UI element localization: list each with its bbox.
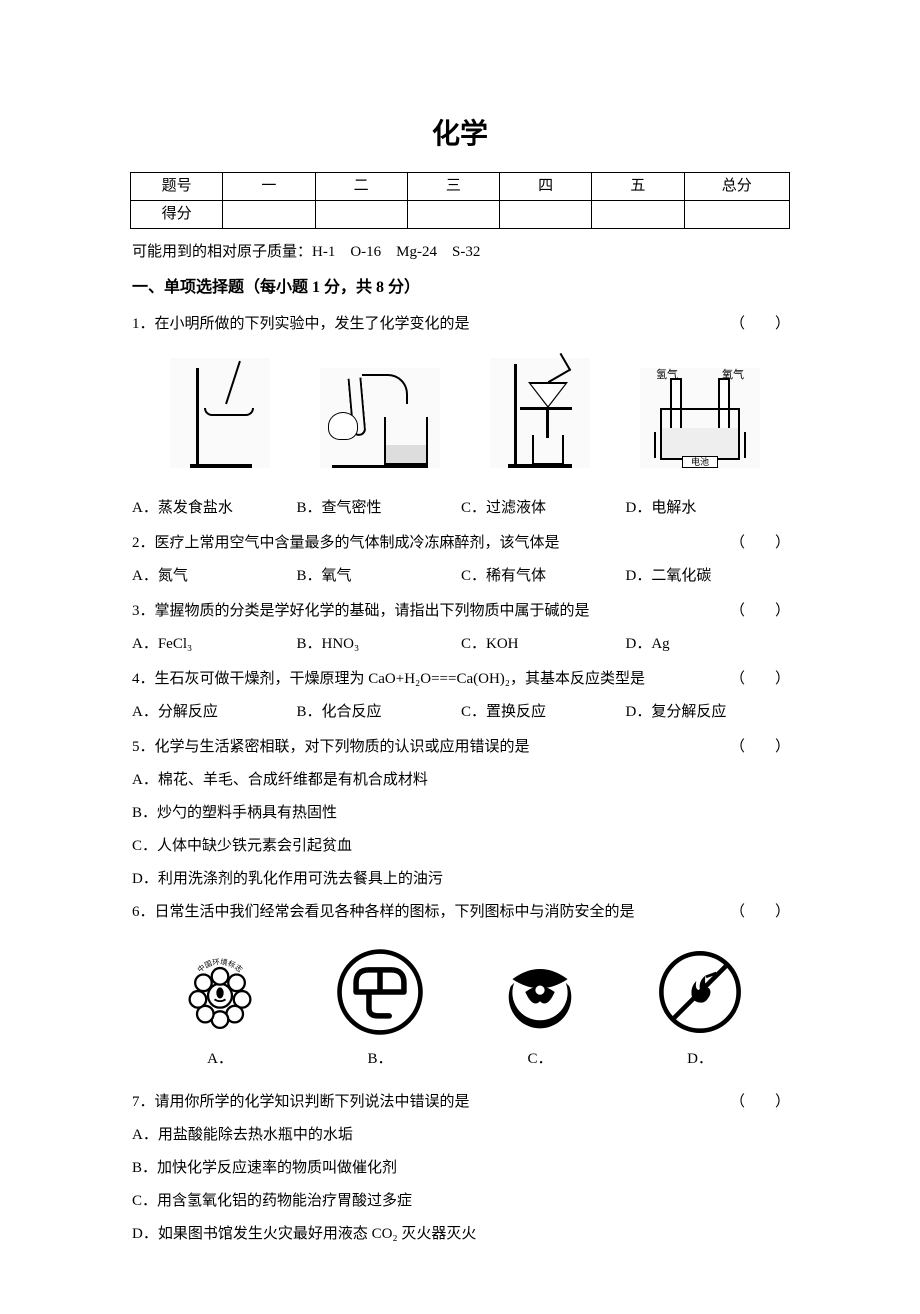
cell-blank	[223, 201, 315, 229]
environment-logo-icon: 中国环境标志	[174, 946, 266, 1038]
answer-blank: （ ）	[730, 311, 790, 338]
figure-c	[460, 358, 620, 479]
answer-blank: （ ）	[730, 598, 790, 625]
q7-statement-c: C．用含氢氧化铝的药物能治疗胃酸过多症	[130, 1188, 790, 1215]
option-c: C．KOH	[461, 631, 626, 658]
q6-figure-row: 中国环境标志 A．	[130, 946, 790, 1073]
q5-statement-c: C．人体中缺少铁元素会引起贫血	[130, 833, 790, 860]
logo-option-b: B．	[300, 946, 460, 1073]
option-a: A．分解反应	[132, 699, 297, 726]
q1-options: A．蒸发食盐水 B．查气密性 C．过滤液体 D．电解水	[130, 495, 790, 522]
q3-options: A．FeCl₃ B．HNO₃ C．KOH D．Ag	[130, 631, 790, 658]
section-header: 一、单项选择题（每小题 1 分，共 8 分）	[130, 274, 790, 303]
cell-header: 三	[407, 173, 499, 201]
cell-header: 二	[315, 173, 407, 201]
option-c: C．稀有气体	[461, 563, 626, 590]
q5-statement-d: D．利用洗涤剂的乳化作用可洗去餐具上的油污	[130, 866, 790, 893]
question-5: 5．化学与生活紧密相联，对下列物质的认识或应用错误的是 （ ）	[130, 734, 790, 761]
question-text: 7．请用你所学的化学知识判断下列说法中错误的是	[132, 1089, 730, 1116]
option-c: C．过滤液体	[461, 495, 626, 522]
q4-options: A．分解反应 B．化合反应 C．置换反应 D．复分解反应	[130, 699, 790, 726]
cell-header: 题号	[131, 173, 223, 201]
option-b: B．查气密性	[297, 495, 462, 522]
option-b: B．氧气	[297, 563, 462, 590]
question-2: 2．医疗上常用空气中含量最多的气体制成冷冻麻醉剂，该气体是 （ ）	[130, 530, 790, 557]
table-row: 得分	[131, 201, 790, 229]
figure-d: 氢气 氧气 电池	[620, 368, 780, 479]
cell-score-label: 得分	[131, 201, 223, 229]
energy-saving-logo-icon	[334, 946, 426, 1038]
option-d: D．电解水	[626, 495, 791, 522]
question-6: 6．日常生活中我们经常会看见各种各样的图标，下列图标中与消防安全的是 （ ）	[130, 899, 790, 926]
option-label-a: A．	[140, 1046, 300, 1073]
logo-option-d: D．	[620, 946, 780, 1073]
answer-blank: （ ）	[730, 530, 790, 557]
green-food-logo-icon	[494, 946, 586, 1038]
question-text: 3．掌握物质的分类是学好化学的基础，请指出下列物质中属于碱的是	[132, 598, 730, 625]
answer-blank: （ ）	[730, 1089, 790, 1116]
q5-statement-b: B．炒勺的塑料手柄具有热固性	[130, 800, 790, 827]
option-label-b: B．	[300, 1046, 460, 1073]
question-4: 4．生石灰可做干燥剂，干燥原理为 CaO+H₂O===Ca(OH)₂，其基本反应…	[130, 666, 790, 693]
electrolysis-diagram: 氢气 氧气 电池	[640, 368, 760, 468]
option-d: D．Ag	[626, 631, 791, 658]
figure-a	[140, 358, 300, 479]
option-label-d: D．	[620, 1046, 780, 1073]
option-label-c: C．	[460, 1046, 620, 1073]
cell-header: 一	[223, 173, 315, 201]
filtration-diagram	[490, 358, 590, 468]
battery-label: 电池	[682, 456, 718, 468]
figure-b	[300, 368, 460, 479]
q5-statement-a: A．棉花、羊毛、合成纤维都是有机合成材料	[130, 767, 790, 794]
question-text: 2．医疗上常用空气中含量最多的气体制成冷冻麻醉剂，该气体是	[132, 530, 730, 557]
airtight-check-diagram	[320, 368, 440, 468]
atomic-mass-note: 可能用到的相对原子质量：H-1 O-16 Mg-24 S-32	[130, 239, 790, 266]
page-title: 化学	[130, 110, 790, 160]
evaporation-diagram	[170, 358, 270, 468]
question-3: 3．掌握物质的分类是学好化学的基础，请指出下列物质中属于碱的是 （ ）	[130, 598, 790, 625]
q7-statement-d: D．如果图书馆发生火灾最好用液态 CO₂ 灭火器灭火	[130, 1221, 790, 1248]
answer-blank: （ ）	[730, 899, 790, 926]
answer-blank: （ ）	[730, 666, 790, 693]
option-a: A．蒸发食盐水	[132, 495, 297, 522]
score-table: 题号 一 二 三 四 五 总分 得分	[130, 172, 790, 229]
q7-statement-b: B．加快化学反应速率的物质叫做催化剂	[130, 1155, 790, 1182]
question-1: 1．在小明所做的下列实验中，发生了化学变化的是 （ ）	[130, 311, 790, 338]
question-7: 7．请用你所学的化学知识判断下列说法中错误的是 （ ）	[130, 1089, 790, 1116]
cell-blank	[407, 201, 499, 229]
cell-header: 四	[500, 173, 592, 201]
option-d: D．二氧化碳	[626, 563, 791, 590]
answer-blank: （ ）	[730, 734, 790, 761]
no-fire-logo-icon	[654, 946, 746, 1038]
table-row: 题号 一 二 三 四 五 总分	[131, 173, 790, 201]
cell-blank	[684, 201, 790, 229]
option-a: A．FeCl₃	[132, 631, 297, 658]
question-text: 6．日常生活中我们经常会看见各种各样的图标，下列图标中与消防安全的是	[132, 899, 730, 926]
cell-blank	[592, 201, 684, 229]
cell-blank	[500, 201, 592, 229]
option-b: B．HNO₃	[297, 631, 462, 658]
q1-figure-row: 氢气 氧气 电池	[130, 358, 790, 479]
option-b: B．化合反应	[297, 699, 462, 726]
cell-blank	[315, 201, 407, 229]
logo-option-a: 中国环境标志 A．	[140, 946, 300, 1073]
question-text: 4．生石灰可做干燥剂，干燥原理为 CaO+H₂O===Ca(OH)₂，其基本反应…	[132, 666, 730, 693]
q2-options: A．氮气 B．氧气 C．稀有气体 D．二氧化碳	[130, 563, 790, 590]
question-text: 5．化学与生活紧密相联，对下列物质的认识或应用错误的是	[132, 734, 730, 761]
option-d: D．复分解反应	[626, 699, 791, 726]
cell-header: 总分	[684, 173, 790, 201]
q7-statement-a: A．用盐酸能除去热水瓶中的水垢	[130, 1122, 790, 1149]
logo-option-c: C．	[460, 946, 620, 1073]
cell-header: 五	[592, 173, 684, 201]
question-text: 1．在小明所做的下列实验中，发生了化学变化的是	[132, 311, 730, 338]
option-a: A．氮气	[132, 563, 297, 590]
option-c: C．置换反应	[461, 699, 626, 726]
